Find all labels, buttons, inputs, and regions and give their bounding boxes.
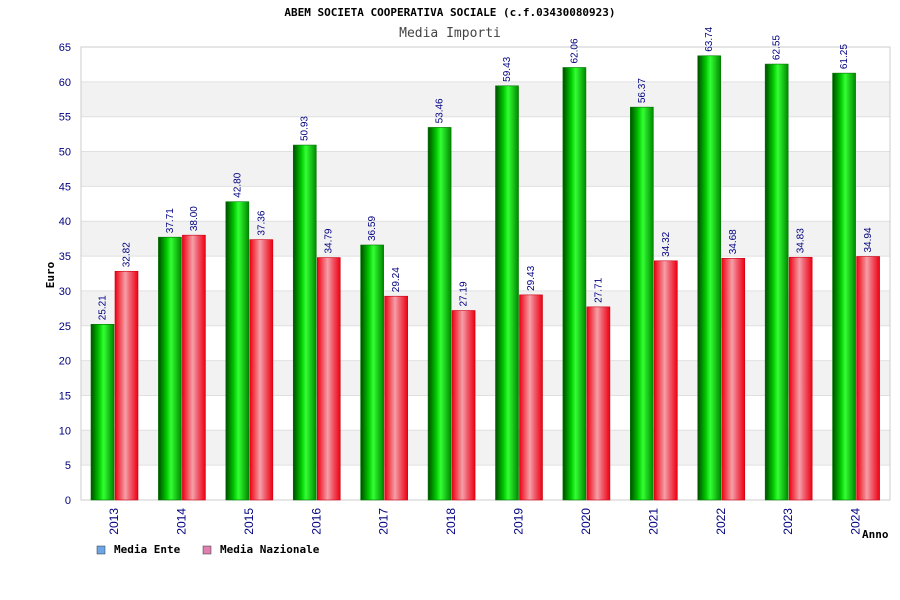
bar-media-nazionale-2016 — [316, 257, 341, 501]
bar-media-nazionale-2021 — [654, 260, 678, 501]
x-tick-label: 2018 — [444, 508, 458, 535]
data-label: 37.71 — [165, 208, 176, 233]
x-axis-label: Anno — [862, 528, 889, 541]
data-label: 27.71 — [593, 277, 604, 302]
bar-media-ente-2014 — [158, 236, 182, 501]
data-label: 34.83 — [796, 228, 807, 253]
bar-media-nazionale-2015 — [249, 239, 274, 501]
bar-media-ente-2015 — [225, 201, 250, 501]
data-label: 27.19 — [459, 281, 470, 306]
x-axis-ticks: 2013 2014 2015 2016 2017 2018 2019 2020 2021 2022… — [107, 508, 863, 535]
x-tick-label: 2020 — [579, 508, 593, 535]
bar-media-ente-2024 — [832, 72, 856, 501]
bar-media-ente-2021 — [630, 106, 654, 501]
bar-media-ente-2018 — [427, 127, 452, 501]
data-label: 29.43 — [526, 265, 537, 290]
x-tick-label: 2015 — [242, 508, 256, 535]
x-tick-label: 2021 — [646, 508, 660, 535]
bars — [90, 55, 880, 501]
chart-subtitle: Media Importi — [399, 26, 501, 41]
x-tick-label: 2016 — [309, 508, 323, 535]
x-tick-label: 2023 — [781, 508, 795, 535]
data-label: 63.74 — [704, 26, 715, 51]
y-tick-label: 50 — [59, 147, 71, 159]
y-tick-label: 55 — [59, 112, 71, 124]
legend-swatch-media-nazionale — [202, 545, 212, 555]
y-tick-label: 35 — [59, 251, 71, 263]
bar-media-nazionale-2018 — [451, 310, 476, 501]
bar-media-nazionale-2023 — [788, 256, 813, 501]
data-label: 38.00 — [189, 206, 200, 231]
y-tick-label: 0 — [65, 495, 71, 507]
grid-band — [81, 151, 890, 187]
data-label: 59.43 — [502, 56, 513, 81]
y-tick-label: 25 — [59, 321, 71, 333]
y-tick-label: 60 — [59, 77, 71, 89]
data-label: 53.46 — [435, 98, 446, 123]
bar-media-nazionale-2020 — [586, 306, 611, 501]
data-label: 34.68 — [728, 229, 739, 254]
data-labels: 25.21 32.82 37.71 38.00 42.80 37.36 50.93 34.79… — [98, 26, 875, 320]
data-label: 62.55 — [772, 35, 783, 60]
data-label: 62.06 — [569, 38, 580, 63]
data-label: 61.25 — [839, 44, 850, 69]
x-tick-label: 2013 — [107, 508, 121, 535]
bar-media-nazionale-2019 — [519, 294, 543, 501]
bar-media-nazionale-2014 — [182, 234, 206, 501]
grid-band — [81, 360, 890, 396]
data-label: 34.79 — [324, 228, 335, 253]
data-label: 34.94 — [863, 227, 874, 252]
legend: Media Ente Media Nazionale — [96, 543, 320, 556]
bar-media-ente-2020 — [562, 67, 587, 501]
y-tick-label: 45 — [59, 181, 71, 193]
y-tick-label: 15 — [59, 390, 71, 402]
bar-media-ente-2019 — [495, 85, 519, 501]
x-tick-label: 2014 — [174, 508, 188, 535]
bar-media-ente-2016 — [292, 144, 317, 501]
y-tick-label: 40 — [59, 216, 71, 228]
y-tick-label: 10 — [59, 425, 71, 437]
data-label: 36.59 — [367, 216, 378, 241]
bar-media-ente-2022 — [697, 55, 722, 501]
data-label: 32.82 — [122, 242, 133, 267]
grid-band — [81, 81, 890, 117]
grid-band — [81, 290, 890, 326]
x-tick-label: 2019 — [512, 508, 526, 535]
y-tick-label: 20 — [59, 356, 71, 368]
data-label: 37.36 — [256, 210, 267, 235]
legend-label-media-nazionale: Media Nazionale — [220, 543, 320, 556]
legend-swatch-media-ente — [96, 545, 106, 555]
y-axis-ticks: 0 5 10 15 20 25 30 35 40 45 50 55 60 65 — [59, 42, 71, 507]
data-label: 34.32 — [661, 231, 672, 256]
bar-media-ente-2017 — [360, 244, 384, 501]
bar-media-nazionale-2013 — [114, 270, 139, 501]
bar-media-nazionale-2017 — [384, 295, 408, 501]
x-tick-label: 2022 — [714, 508, 728, 535]
data-label: 25.21 — [98, 295, 109, 320]
y-tick-label: 65 — [59, 42, 71, 54]
data-label: 42.80 — [232, 172, 243, 197]
grid-band — [81, 221, 890, 257]
grid-band — [81, 430, 890, 466]
data-label: 50.93 — [300, 116, 311, 141]
plot-background-bands — [81, 81, 890, 466]
chart-title: ABEM SOCIETA COOPERATIVA SOCIALE (c.f.03… — [284, 6, 615, 19]
bar-media-nazionale-2022 — [721, 258, 746, 501]
x-tick-label: 2017 — [377, 508, 391, 535]
data-label: 29.24 — [391, 267, 402, 292]
x-tick-label: 2024 — [849, 508, 863, 535]
bar-media-nazionale-2024 — [856, 256, 880, 501]
y-tick-label: 30 — [59, 286, 71, 298]
y-tick-label: 5 — [65, 460, 71, 472]
plot-frame — [80, 46, 891, 501]
bar-media-ente-2013 — [90, 324, 115, 501]
legend-label-media-ente: Media Ente — [114, 543, 181, 556]
y-axis-label: Euro — [44, 261, 57, 288]
bar-media-ente-2023 — [764, 63, 789, 501]
data-label: 56.37 — [637, 78, 648, 103]
